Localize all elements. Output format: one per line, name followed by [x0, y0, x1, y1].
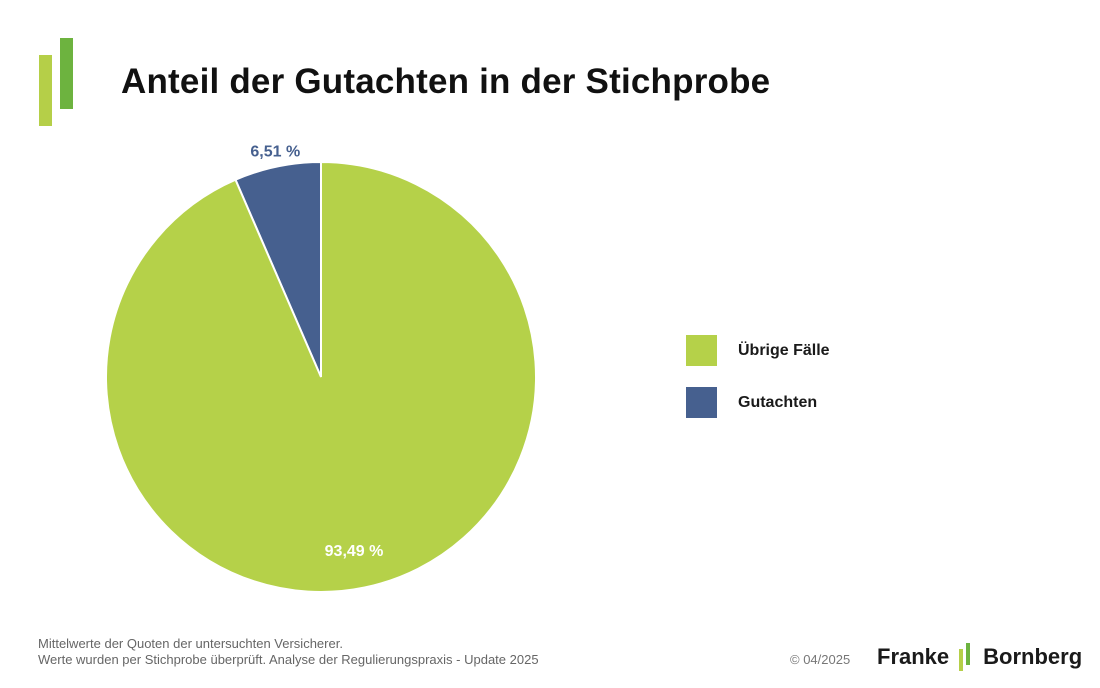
brand-logo: Franke Bornberg — [877, 643, 1082, 671]
brand-bar-light — [959, 649, 964, 671]
copyright: © 04/2025 — [790, 652, 851, 667]
logo-mark — [38, 38, 78, 128]
logo-bar-light — [39, 55, 52, 126]
data-label-übrige-fälle: 93,49 % — [325, 543, 384, 560]
data-label-gutachten: 6,51 % — [250, 144, 300, 161]
legend-swatch-gutachten — [686, 387, 717, 418]
brand-name-left: Franke — [877, 644, 950, 669]
legend-item-uebrige-faelle: Übrige Fälle — [686, 335, 830, 366]
pie-slice-übrige-fälle — [105, 160, 537, 593]
legend-swatch-uebrige-faelle — [686, 335, 717, 366]
footnote: Mittelwerte der Quoten der untersuchten … — [38, 636, 539, 668]
footnote-line-2: Werte wurden per Stichprobe überprüft. A… — [38, 652, 539, 667]
legend-item-gutachten: Gutachten — [686, 387, 830, 418]
footnote-line-1: Mittelwerte der Quoten der untersuchten … — [38, 636, 343, 651]
logo-bar-dark — [60, 38, 73, 109]
brand-name-right: Bornberg — [983, 644, 1083, 669]
legend-label-uebrige-faelle: Übrige Fälle — [738, 341, 830, 359]
page-title: Anteil der Gutachten in der Stichprobe — [121, 62, 771, 101]
brand-bar-dark — [966, 643, 971, 665]
chart-legend: Übrige Fälle Gutachten — [686, 335, 830, 439]
legend-label-gutachten: Gutachten — [738, 393, 818, 411]
brand-mark — [958, 643, 974, 671]
